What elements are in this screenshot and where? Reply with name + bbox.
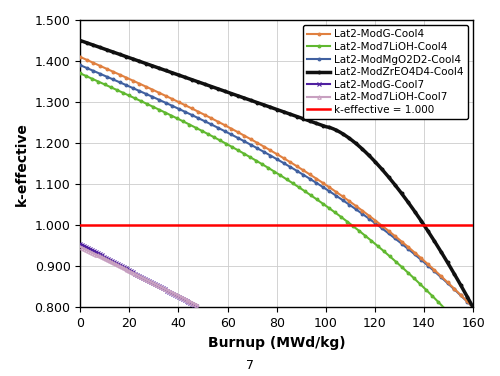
Legend: Lat2-ModG-Cool4, Lat2-Mod7LiOH-Cool4, Lat2-ModMgO2D2-Cool4, Lat2-ModZrEO4D4-Cool: Lat2-ModG-Cool4, Lat2-Mod7LiOH-Cool4, La… — [303, 25, 468, 119]
Text: 7: 7 — [246, 359, 254, 372]
X-axis label: Burnup (MWd/kg): Burnup (MWd/kg) — [208, 336, 346, 350]
Y-axis label: k-effective: k-effective — [15, 122, 29, 206]
